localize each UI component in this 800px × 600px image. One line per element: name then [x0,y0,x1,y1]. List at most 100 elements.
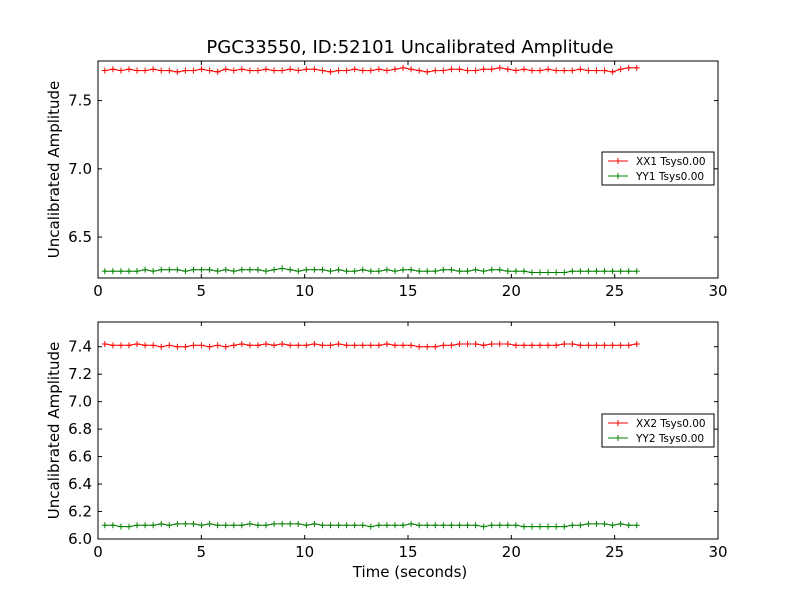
data-point [472,522,479,529]
data-point [520,342,527,349]
data-point [512,522,519,529]
data-point [400,266,407,273]
data-point [432,268,439,275]
legend-label: YY1 Tsys0.00 [635,171,704,183]
data-point [545,66,552,73]
x-tick-label: 25 [605,543,624,561]
data-point [456,268,463,275]
data-point [287,520,294,527]
data-point [609,68,616,75]
data-point [126,66,132,73]
data-point [279,340,286,347]
data-point [190,67,197,74]
data-point [254,266,261,273]
data-point [279,520,286,527]
data-point [327,342,334,349]
data-point [553,523,560,530]
data-point [577,66,584,73]
data-point [230,268,237,275]
data-point [585,342,592,349]
data-point [263,268,270,275]
data-point [295,67,302,74]
data-point [182,520,189,527]
data-point [569,268,576,275]
y-tick-label: 7.5 [68,92,92,110]
x-axis-label: Time (seconds) [352,563,468,581]
data-point [464,67,471,74]
data-point [609,342,616,349]
data-point [134,67,141,74]
legend-box [601,413,715,448]
data-point [109,342,116,349]
data-point [448,342,455,349]
data-point [633,64,640,71]
data-point [416,522,423,529]
data-point [609,522,616,529]
data-point [351,522,358,529]
data-point [174,343,181,350]
data-point [569,67,576,74]
y-tick-label: 6.5 [68,228,92,246]
data-point [158,520,165,527]
data-point [271,67,278,74]
data-point [537,67,544,74]
legend-marker [615,420,621,426]
data-point [440,67,447,74]
data-point [456,66,463,73]
data-point [375,342,382,349]
data-point [343,67,350,74]
y-tick-label: 6.2 [68,503,92,521]
data-point [174,266,181,273]
data-point [400,522,407,529]
data-point [480,66,487,73]
data-point [327,522,334,529]
x-tick-label: 10 [295,543,314,561]
data-point [424,343,431,350]
data-point [432,522,439,529]
data-point [246,342,253,349]
data-point [456,522,463,529]
data-point [464,268,471,275]
data-point [504,268,511,275]
data-point [182,67,189,74]
data-point [117,67,124,74]
data-point [529,67,535,74]
data-point [472,266,479,273]
data-point [214,342,221,349]
x-tick-label: 15 [398,543,417,561]
data-point [126,523,132,530]
data-point [601,520,608,527]
data-point [101,340,108,347]
data-point [633,522,640,529]
data-point [214,268,221,275]
data-point [222,266,229,273]
data-point [391,66,398,73]
data-point [408,520,415,527]
data-point [617,66,624,73]
data-point [440,522,447,529]
data-point [424,522,431,529]
data-point [174,68,181,75]
data-point [246,520,253,527]
data-point [512,67,519,74]
data-point [561,340,568,347]
data-point [367,268,374,275]
data-point [424,268,431,275]
data-point [561,269,568,276]
data-point [537,523,544,530]
data-point [101,268,108,275]
data-point [561,523,568,530]
data-point [601,268,608,275]
data-point [142,67,149,74]
data-point [222,66,229,73]
x-tick-label: 10 [295,282,314,300]
y-axis-label: Uncalibrated Amplitude [45,81,63,258]
data-point [134,522,141,529]
data-point [303,522,310,529]
data-point [488,266,495,273]
y-tick-label: 6.8 [68,420,92,438]
data-point [488,522,495,529]
data-point [585,520,592,527]
data-point [512,342,519,349]
data-point [601,342,608,349]
